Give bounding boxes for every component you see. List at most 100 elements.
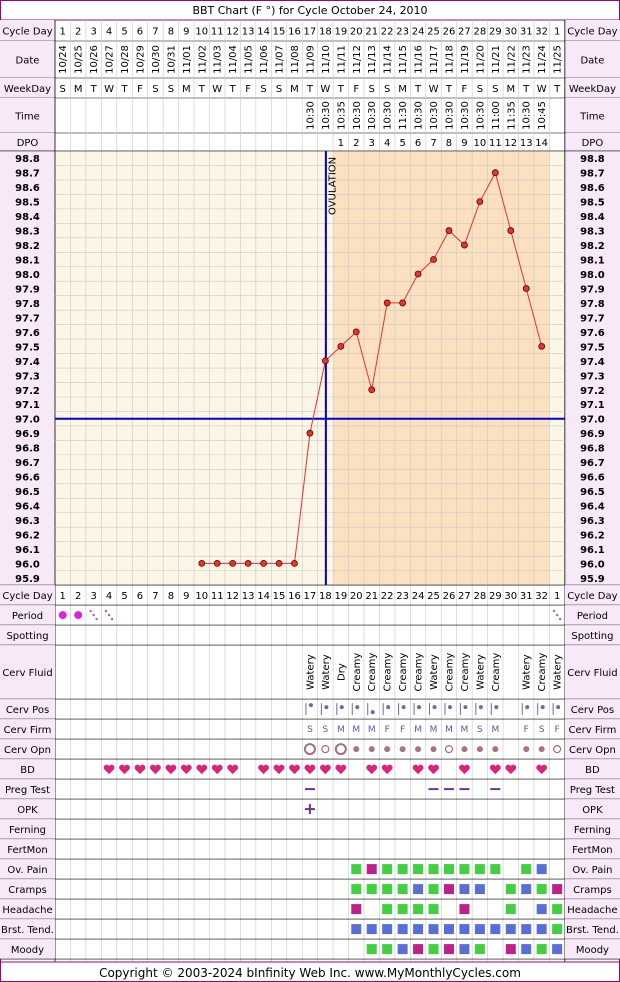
period-light-dot	[555, 613, 559, 617]
cerv-pos-dot	[308, 703, 313, 708]
cycle-day-cell: 16	[288, 591, 301, 602]
row-label-bg	[0, 839, 55, 860]
row-label-bg-right	[564, 819, 620, 840]
y-tick-label: 96.8	[15, 444, 40, 455]
cycle-day-cell: 32	[535, 591, 548, 602]
row-label-right: Cycle Day	[567, 591, 617, 602]
cycle_day-cell: 6	[137, 27, 143, 38]
bd-heart-icon	[459, 764, 470, 775]
row-label-right: Cramps	[573, 885, 612, 896]
y-tick-label-right: 96.0	[580, 559, 605, 570]
cerv-firm-cell: M	[352, 725, 360, 735]
date-cell: 11/25	[553, 45, 564, 74]
row-label: FertMon	[7, 845, 47, 856]
y-tick-label: 97.5	[15, 342, 40, 353]
y-tick-label: 98.3	[15, 227, 40, 238]
weekday-cell: F	[245, 84, 251, 95]
cerv-opn-medium	[321, 744, 330, 754]
symptom-square	[521, 864, 532, 875]
date-cell: 10/30	[151, 45, 162, 74]
cycle_day-cell: 9	[183, 27, 189, 38]
dpo-cell: 7	[430, 138, 436, 149]
cerv-opn-closed	[384, 746, 391, 753]
cycle-day-cell: 30	[504, 591, 517, 602]
cerv-fluid-cell: Watery	[522, 654, 533, 690]
cycle-day-cell: 26	[443, 591, 456, 602]
symptom-square	[536, 944, 547, 955]
symptom-square	[428, 924, 439, 935]
symptom-square	[397, 864, 408, 875]
period-light-dot	[110, 617, 114, 621]
bd-heart-icon	[489, 764, 501, 775]
symptom-square	[536, 884, 547, 895]
y-tick-label: 98.8	[15, 154, 40, 165]
y-tick-label: 98.4	[15, 212, 40, 223]
cycle_day-cell: 27	[458, 27, 471, 38]
y-tick-label-right: 97.2	[580, 386, 605, 397]
date-cell: 11/12	[352, 45, 363, 74]
cycle_day-cell: 21	[365, 27, 378, 38]
temperature-point	[368, 386, 376, 394]
symptom-square	[443, 864, 454, 875]
date-cell: 11/06	[259, 45, 270, 74]
cycle-day-cell: 1	[60, 591, 66, 602]
bd-heart-icon	[258, 764, 269, 775]
row-label-right: Moody	[576, 945, 609, 956]
y-tick-label-right: 98.0	[580, 270, 605, 281]
cerv-opn-closed	[430, 746, 437, 753]
cerv-firm-cell: M	[491, 725, 499, 735]
symptom-square	[366, 864, 377, 875]
temperature-point	[352, 328, 360, 336]
cycle_day-cell: 2	[75, 27, 81, 38]
symptom-square	[505, 924, 516, 935]
row-label-right: Period	[577, 611, 608, 622]
cerv-fluid-cell: Creamy	[367, 653, 378, 692]
row-label-right: Brst. Tend.	[566, 925, 619, 936]
weekday-cell: W	[429, 84, 439, 95]
symptom-square	[413, 864, 424, 875]
date-cell: 11/24	[537, 45, 548, 74]
weekday-cell: F	[353, 84, 359, 95]
row-label-right: Cerv Firm	[569, 725, 617, 736]
y-tick-label-right: 97.3	[580, 371, 605, 382]
y-tick-label-right: 98.1	[580, 256, 605, 267]
y-tick-label: 97.9	[15, 284, 40, 295]
cerv-pos-dot	[478, 705, 483, 710]
cycle-day-cell: 6	[137, 591, 143, 602]
header-label-bg-weekday	[0, 78, 55, 98]
symptom-square	[490, 924, 501, 935]
header-label-bg-right-weekday	[564, 78, 620, 98]
symptom-square	[536, 924, 547, 935]
row-label-bg	[0, 799, 55, 820]
cycle_day-cell: 8	[168, 27, 174, 38]
symptom-square	[428, 884, 439, 895]
cerv-opn-closed	[523, 746, 530, 753]
row-label: Headache	[2, 905, 52, 916]
date-cell: 11/01	[182, 45, 193, 74]
bd-heart-icon	[196, 764, 208, 775]
bd-heart-icon	[227, 764, 239, 775]
symptom-square	[459, 904, 470, 915]
weekday-cell: S	[60, 84, 66, 95]
row-label-bg-right	[564, 859, 620, 880]
cerv-firm-cell: S	[307, 725, 313, 735]
cycle_day-cell: 3	[90, 27, 96, 38]
cerv-opn-closed	[399, 746, 406, 753]
cerv-firm-cell: F	[524, 725, 529, 735]
weekday-cell: T	[414, 84, 422, 95]
row-label: Ov. Pain	[7, 865, 47, 876]
cycle-day-cell: 28	[474, 591, 487, 602]
row-label-bg-right	[564, 939, 620, 960]
cycle-day-cell: 10	[195, 591, 208, 602]
row-label-bg	[0, 819, 55, 840]
symptom-square	[428, 944, 439, 955]
cycle-day-cell: 1	[554, 591, 560, 602]
row-label-bg-right	[564, 779, 620, 800]
y-tick-label: 97.8	[15, 299, 40, 310]
date-cell: 11/20	[475, 45, 486, 74]
cerv-fluid-cell: Creamy	[352, 653, 363, 692]
symptom-square	[413, 944, 424, 955]
y-tick-label-right: 98.7	[580, 169, 605, 180]
time-cell: 10:30	[367, 101, 378, 130]
dpo-cell: 2	[353, 138, 359, 149]
